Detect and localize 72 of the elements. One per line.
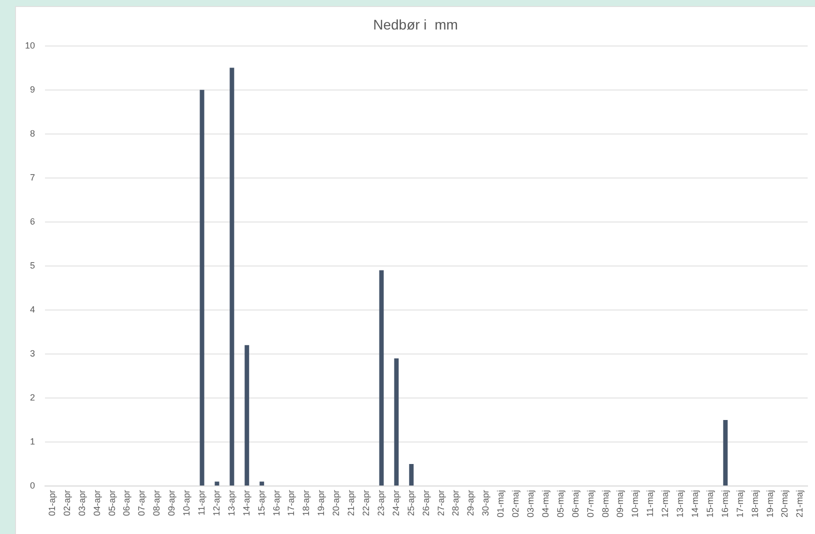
x-tick-label: 01-apr (46, 490, 57, 516)
bar (200, 90, 204, 486)
y-tick-label: 9 (30, 84, 35, 94)
x-tick-label: 11-apr (196, 490, 207, 516)
x-tick-label: 08-maj (600, 490, 610, 518)
x-tick-label: 16-maj (720, 490, 730, 518)
x-tick-label: 12-apr (211, 490, 222, 516)
x-tick-label: 19-apr (316, 490, 326, 516)
x-tick-label: 06-maj (570, 490, 580, 518)
x-tick-label: 09-apr (166, 490, 177, 516)
x-tick-label: 02-maj (510, 490, 521, 518)
x-tick-label: 14-maj (690, 490, 700, 518)
y-tick-label: 7 (30, 172, 35, 182)
x-tick-label: 08-apr (152, 490, 162, 516)
x-tick-label: 22-apr (361, 490, 372, 516)
bar (260, 482, 264, 486)
x-tick-label: 26-apr (420, 490, 431, 516)
x-tick-label: 03-maj (526, 490, 536, 518)
x-tick-label: 07-maj (585, 490, 596, 518)
x-tick-label: 17-maj (734, 490, 745, 518)
x-tick-label: 27-apr (436, 490, 446, 516)
y-tick-label: 2 (30, 392, 35, 402)
x-tick-label: 19-maj (764, 490, 775, 518)
x-tick-label: 28-apr (450, 490, 461, 516)
bar (379, 270, 384, 486)
x-tick-label: 24-apr (390, 490, 401, 516)
x-tick-label: 07-apr (136, 490, 147, 516)
x-tick-label: 21-apr (346, 490, 356, 516)
x-tick-label: 04-maj (540, 490, 550, 518)
x-tick-label: 20-maj (780, 490, 790, 518)
bar (214, 482, 220, 486)
x-tick-label: 21-maj (794, 490, 805, 518)
x-tick-label: 12-maj (660, 490, 670, 518)
x-tick-label: 04-apr (92, 490, 102, 516)
x-tick-label: 05-maj (555, 490, 566, 518)
x-tick-label: 01-maj (496, 490, 506, 518)
x-tick-label: 06-apr (122, 490, 132, 516)
x-tick-label: 05-apr (106, 490, 117, 516)
bar (394, 358, 399, 486)
x-tick-label: 13-maj (675, 490, 686, 518)
x-tick-label: 10-maj (630, 490, 640, 518)
x-tick-label: 18-maj (750, 490, 760, 518)
y-tick-label: 4 (30, 304, 35, 314)
y-tick-label: 5 (30, 260, 35, 270)
y-tick-label: 1 (30, 436, 35, 446)
x-tick-label: 18-apr (301, 490, 312, 516)
x-tick-label: 16-apr (271, 490, 282, 516)
bar (723, 420, 728, 486)
x-tick-label: 14-apr (241, 490, 252, 516)
x-tick-label: 17-apr (286, 490, 296, 516)
bar (244, 345, 250, 486)
x-tick-label: 02-apr (62, 490, 72, 516)
bar (409, 464, 414, 486)
x-tick-label: 25-apr (406, 490, 416, 516)
y-tick-label: 3 (30, 348, 35, 358)
chart-title: Nedbør i mm (373, 16, 458, 32)
x-tick-label: 15-maj (704, 490, 715, 518)
x-tick-label: 20-apr (331, 490, 342, 516)
x-tick-label: 13-apr (226, 490, 236, 516)
x-tick-label: 23-apr (376, 490, 386, 516)
x-tick-label: 29-apr (466, 490, 476, 516)
x-tick-label: 03-apr (76, 490, 87, 516)
y-tick-label: 6 (30, 216, 35, 226)
x-tick-label: 15-apr (256, 490, 266, 516)
x-tick-label: 10-apr (182, 490, 192, 516)
x-tick-label: 30-apr (480, 490, 491, 516)
y-tick-label: 0 (30, 480, 35, 490)
x-tick-label: 09-maj (615, 490, 626, 518)
y-tick-label: 10 (24, 40, 35, 50)
x-tick-label: 11-maj (645, 490, 656, 517)
bar (230, 68, 234, 486)
y-tick-label: 8 (30, 128, 35, 138)
